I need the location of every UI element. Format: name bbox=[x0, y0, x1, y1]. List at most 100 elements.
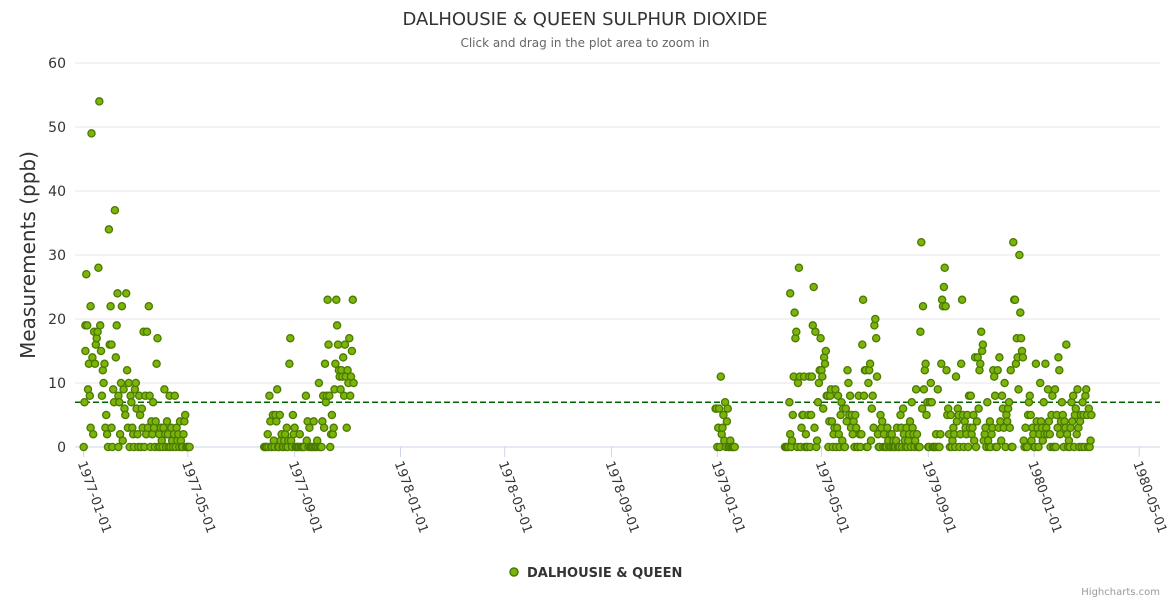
data-point[interactable] bbox=[867, 404, 877, 413]
data-point[interactable] bbox=[111, 353, 121, 362]
data-point[interactable] bbox=[145, 391, 154, 401]
data-point[interactable] bbox=[864, 378, 873, 388]
data-point[interactable] bbox=[1081, 385, 1091, 394]
data-point[interactable] bbox=[108, 385, 118, 394]
data-point[interactable] bbox=[95, 97, 104, 106]
data-point[interactable] bbox=[940, 263, 949, 273]
data-point[interactable] bbox=[94, 263, 103, 273]
legend-label[interactable]: DALHOUSIE & QUEEN bbox=[527, 566, 682, 581]
data-point[interactable] bbox=[926, 378, 936, 388]
data-point[interactable] bbox=[101, 410, 111, 420]
data-point[interactable] bbox=[912, 429, 922, 439]
data-point[interactable] bbox=[338, 353, 348, 362]
data-point[interactable] bbox=[133, 429, 142, 439]
data-point[interactable] bbox=[295, 429, 305, 439]
data-point[interactable] bbox=[921, 359, 930, 369]
data-point[interactable] bbox=[1054, 353, 1063, 362]
data-point[interactable] bbox=[179, 429, 188, 439]
data-point[interactable] bbox=[86, 301, 95, 311]
data-point[interactable] bbox=[942, 365, 951, 375]
data-point[interactable] bbox=[957, 295, 967, 305]
data-point[interactable] bbox=[331, 359, 340, 369]
data-point[interactable] bbox=[716, 372, 726, 381]
data-point[interactable] bbox=[314, 378, 324, 388]
data-point[interactable] bbox=[152, 359, 161, 369]
data-point[interactable] bbox=[1087, 410, 1096, 420]
data-point[interactable] bbox=[1055, 429, 1065, 439]
data-point[interactable] bbox=[922, 410, 931, 420]
data-point[interactable] bbox=[722, 417, 732, 426]
data-point[interactable] bbox=[858, 340, 867, 349]
data-point[interactable] bbox=[976, 359, 985, 369]
data-point[interactable] bbox=[872, 372, 882, 381]
data-point[interactable] bbox=[96, 346, 106, 356]
data-point[interactable] bbox=[127, 397, 136, 407]
data-point[interactable] bbox=[1016, 333, 1026, 343]
data-point[interactable] bbox=[1018, 353, 1028, 362]
data-point[interactable] bbox=[107, 340, 116, 349]
data-point[interactable] bbox=[939, 282, 949, 292]
data-point[interactable] bbox=[927, 397, 936, 407]
data-point[interactable] bbox=[324, 340, 333, 349]
data-point[interactable] bbox=[1071, 404, 1081, 413]
data-point[interactable] bbox=[340, 340, 350, 349]
data-point[interactable] bbox=[309, 417, 318, 426]
data-point[interactable] bbox=[974, 404, 983, 413]
data-point[interactable] bbox=[1005, 423, 1015, 433]
data-point[interactable] bbox=[345, 333, 354, 343]
data-point[interactable] bbox=[851, 410, 860, 420]
data-point[interactable] bbox=[785, 289, 795, 298]
data-point[interactable] bbox=[342, 423, 351, 433]
data-point[interactable] bbox=[153, 333, 162, 343]
data-point[interactable] bbox=[332, 321, 342, 330]
data-point[interactable] bbox=[119, 385, 128, 394]
data-point[interactable] bbox=[996, 436, 1006, 445]
data-point[interactable] bbox=[1045, 429, 1055, 439]
data-point[interactable] bbox=[863, 442, 872, 452]
data-point[interactable] bbox=[1073, 385, 1082, 394]
data-point[interactable] bbox=[1021, 423, 1030, 433]
data-point[interactable] bbox=[1010, 295, 1020, 305]
data-point[interactable] bbox=[142, 327, 152, 337]
data-point[interactable] bbox=[144, 301, 154, 311]
data-points[interactable] bbox=[79, 97, 1096, 452]
data-point[interactable] bbox=[345, 391, 355, 401]
data-point[interactable] bbox=[102, 429, 112, 439]
data-point[interactable] bbox=[185, 442, 194, 452]
data-point[interactable] bbox=[851, 423, 861, 433]
data-point[interactable] bbox=[99, 378, 108, 388]
data-point[interactable] bbox=[946, 410, 956, 420]
data-point[interactable] bbox=[107, 423, 116, 433]
data-point[interactable] bbox=[919, 385, 929, 394]
data-point[interactable] bbox=[1025, 391, 1035, 401]
data-point[interactable] bbox=[288, 410, 298, 420]
data-point[interactable] bbox=[718, 423, 727, 433]
data-point[interactable] bbox=[997, 391, 1007, 401]
data-point[interactable] bbox=[305, 423, 314, 433]
data-point[interactable] bbox=[797, 423, 806, 433]
data-point[interactable] bbox=[90, 359, 100, 369]
data-point[interactable] bbox=[916, 327, 925, 337]
data-point[interactable] bbox=[323, 295, 332, 305]
data-point[interactable] bbox=[730, 442, 739, 452]
data-point[interactable] bbox=[858, 295, 868, 305]
data-point[interactable] bbox=[790, 308, 799, 317]
data-point[interactable] bbox=[833, 391, 843, 401]
data-point[interactable] bbox=[81, 346, 90, 356]
data-point[interactable] bbox=[336, 385, 345, 394]
data-point[interactable] bbox=[82, 321, 92, 330]
data-point[interactable] bbox=[1014, 385, 1023, 394]
data-point[interactable] bbox=[348, 295, 358, 305]
data-point[interactable] bbox=[937, 359, 946, 369]
data-point[interactable] bbox=[104, 225, 114, 234]
data-point[interactable] bbox=[290, 423, 299, 433]
data-point[interactable] bbox=[993, 365, 1002, 375]
data-point[interactable] bbox=[857, 429, 866, 439]
data-point[interactable] bbox=[821, 346, 831, 356]
data-point[interactable] bbox=[898, 404, 908, 413]
data-point[interactable] bbox=[1016, 308, 1025, 317]
data-point[interactable] bbox=[1043, 385, 1053, 394]
data-point[interactable] bbox=[865, 359, 875, 369]
data-point[interactable] bbox=[871, 333, 881, 343]
